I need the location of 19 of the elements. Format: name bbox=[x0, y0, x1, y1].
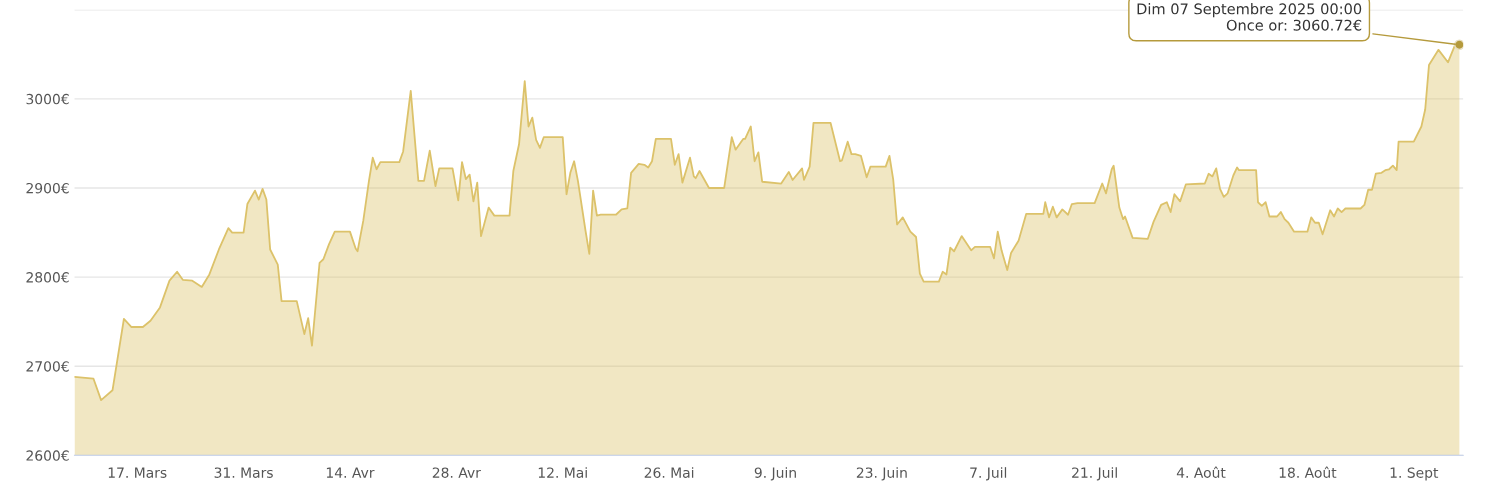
y-tick-label: 3000€ bbox=[26, 93, 69, 105]
x-tick-label: 1. Sept bbox=[1390, 467, 1439, 481]
x-tick-label: 31. Mars bbox=[214, 467, 273, 478]
y-tick-label: 2700€ bbox=[26, 361, 69, 372]
x-tick-label: 21. Juil bbox=[1072, 467, 1117, 481]
x-tick-label: 23. Juin bbox=[856, 467, 907, 481]
x-tick-label: 14. Avr bbox=[326, 467, 375, 478]
x-tick-label: 17. Mars bbox=[108, 467, 167, 478]
x-tick-label: 7. Juil bbox=[970, 467, 1007, 481]
annotation: Dim 07 Septembre 2025 00:00 Once or: 3060.72€ bbox=[1137, 3, 1362, 31]
y-tick-label: 2800€ bbox=[26, 272, 69, 283]
y-tick-label: 2900€ bbox=[26, 182, 69, 194]
x-tick-label: 9. Juin bbox=[754, 467, 796, 481]
x-tick-label: 4. Août bbox=[1176, 466, 1226, 478]
x-tick-label: 18. Août bbox=[1279, 466, 1337, 478]
x-tick-label: 12. Mai bbox=[538, 467, 587, 478]
x-tick-label: 26. Mai bbox=[644, 467, 694, 478]
y-tick-label: 2600€ bbox=[26, 450, 69, 461]
x-tick-label: 28. Avr bbox=[432, 467, 481, 478]
